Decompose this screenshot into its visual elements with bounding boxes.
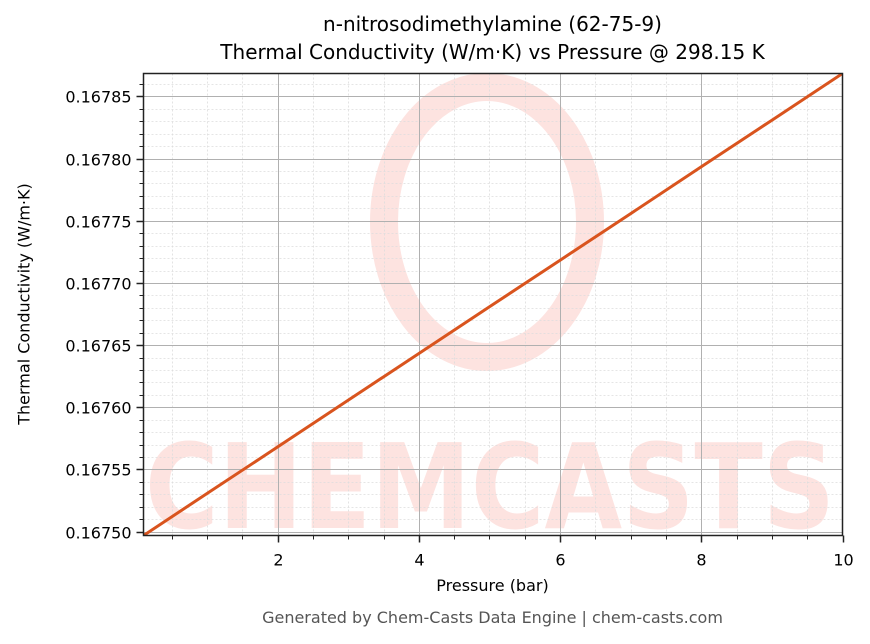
x-tick-label: 10 [833, 551, 853, 570]
y-tick-label: 0.16755 [65, 461, 131, 480]
x-tick-label: 4 [414, 551, 424, 570]
x-tick-label: 6 [555, 551, 565, 570]
y-tick-label: 0.16785 [65, 88, 131, 107]
y-tick-label: 0.16775 [65, 213, 131, 232]
axes-frame [142, 72, 844, 537]
y-tick-label: 0.16765 [65, 337, 131, 356]
y-tick-label: 0.16780 [65, 151, 131, 170]
ticks: 2 4 6 8 10 0.16750 0.16755 0.16760 0.16765 0.1677… [65, 84, 854, 570]
watermark: CHEMCASTS [145, 73, 835, 556]
y-tick-label: 0.16750 [65, 524, 131, 543]
data-line [143, 73, 843, 536]
footer-credit: Generated by Chem-Casts Data Engine | ch… [262, 608, 723, 627]
chart-title-property: Thermal Conductivity (W/m·K) vs Pressure… [220, 40, 765, 64]
y-tick-label: 0.16770 [65, 275, 131, 294]
y-axis-label: Thermal Conductivity (W/m·K) [14, 183, 34, 425]
chart-title-compound: n-nitrosodimethylamine (62-75-9) [323, 12, 662, 36]
grid [143, 73, 843, 536]
x-axis-label: Pressure (bar) [436, 576, 549, 595]
x-tick-label: 8 [696, 551, 706, 570]
x-tick-label: 2 [273, 551, 283, 570]
y-tick-label: 0.16760 [65, 399, 131, 418]
watermark-text: CHEMCASTS [145, 418, 835, 556]
